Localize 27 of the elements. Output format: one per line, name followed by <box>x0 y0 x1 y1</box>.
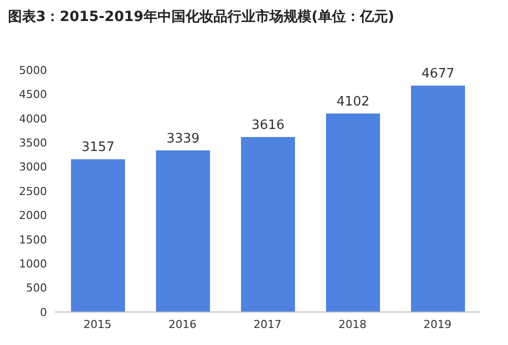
y-tick-label: 2500 <box>19 184 47 198</box>
data-label: 4677 <box>421 66 455 82</box>
bar <box>156 150 210 312</box>
x-tick-label: 2019 <box>424 318 452 331</box>
x-tick-label: 2015 <box>84 318 112 331</box>
data-label: 3339 <box>166 131 200 146</box>
bar <box>326 113 380 312</box>
y-tick-label: 0 <box>40 306 47 319</box>
data-label: 3157 <box>81 140 115 156</box>
y-tick-label: 4000 <box>19 112 47 126</box>
x-tick-label: 2018 <box>338 318 366 331</box>
y-tick-label: 1500 <box>19 233 47 246</box>
y-tick-label: 4500 <box>19 88 47 102</box>
data-label: 3616 <box>251 118 285 133</box>
data-label: 4102 <box>336 94 370 110</box>
bar <box>241 136 295 312</box>
y-tick-label: 1000 <box>19 258 47 271</box>
y-tick-label: 5000 <box>19 64 47 77</box>
x-tick-label: 2016 <box>168 318 196 331</box>
bar <box>71 159 125 312</box>
bar <box>411 86 465 312</box>
y-tick-label: 3000 <box>19 160 47 174</box>
chart-title: 图表3：2015-2019年中国化妆品行业市场规模(单位：亿元) <box>8 8 394 26</box>
y-tick-label: 500 <box>26 282 47 295</box>
y-tick-label: 3500 <box>19 136 47 150</box>
y-tick-label: 2000 <box>19 209 47 222</box>
x-tick-label: 2017 <box>254 318 282 331</box>
